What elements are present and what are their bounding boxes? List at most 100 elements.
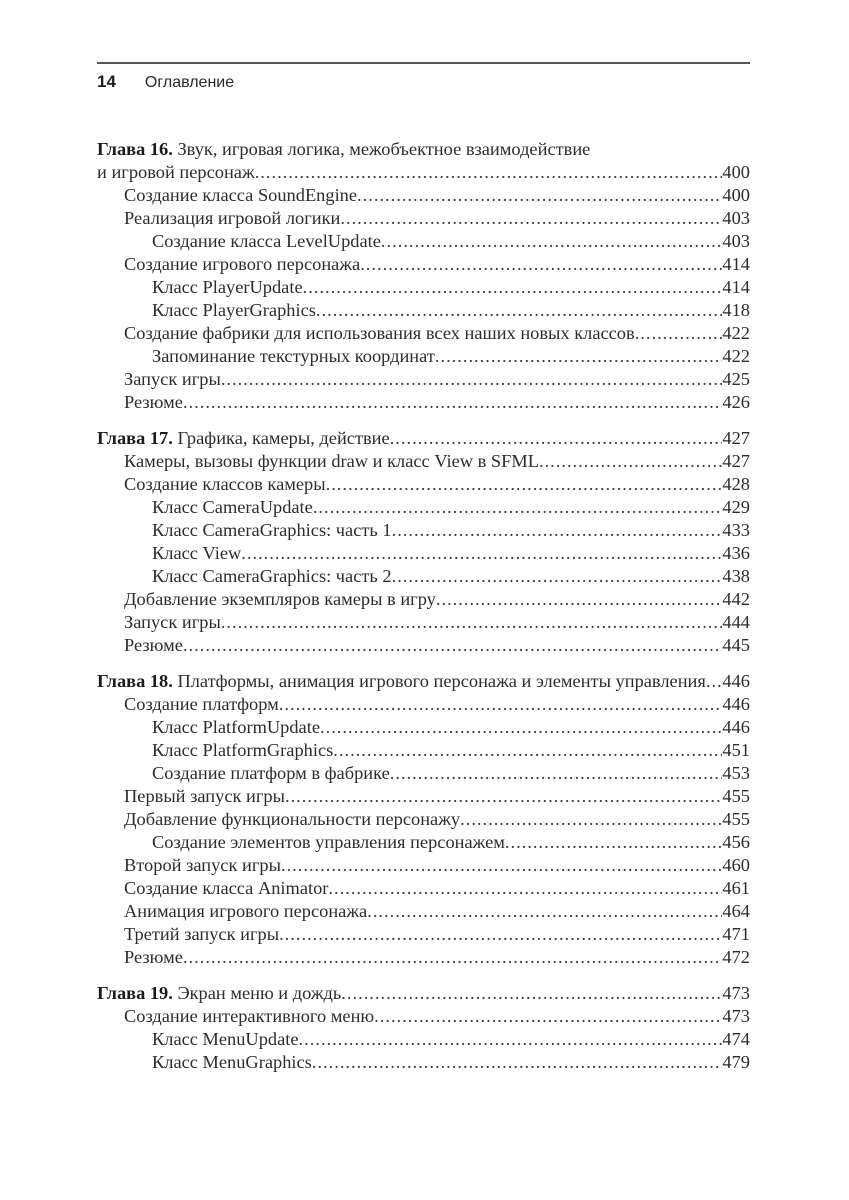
dot-leader: ........................................… bbox=[315, 300, 723, 320]
toc-row-title: Создание игрового персонажа bbox=[124, 253, 360, 276]
page-number-ref: 418 bbox=[722, 300, 750, 320]
toc-row: Класс MenuGraphics .....................… bbox=[97, 1051, 750, 1074]
toc-row: Третий запуск игры .....................… bbox=[97, 923, 750, 946]
toc-row-text: Запуск игры bbox=[124, 612, 221, 632]
toc-row-text: Графика, камеры, действие bbox=[172, 428, 390, 448]
toc-row: Камеры, вызовы функции draw и класс View… bbox=[97, 450, 750, 473]
toc-row-text: Второй запуск игры bbox=[124, 855, 281, 875]
page-number-ref: 473 bbox=[722, 1006, 750, 1026]
dot-leader: ........................................… bbox=[254, 162, 723, 182]
dot-leader: ........................................… bbox=[325, 474, 723, 494]
toc-row: Глава 18. Платформы, анимация игрового п… bbox=[97, 670, 750, 693]
toc-row-text: Резюме bbox=[124, 392, 183, 412]
chapter-label: Глава 17. bbox=[97, 428, 173, 448]
dot-leader: ........................................… bbox=[241, 543, 723, 563]
toc-row-text: Добавление функциональности персонажу bbox=[124, 809, 461, 829]
toc-row-title: Реализация игровой логики bbox=[124, 207, 340, 230]
toc-row-text: и игровой персонаж bbox=[97, 162, 255, 182]
toc-row: Класс PlatformGraphics .................… bbox=[97, 739, 750, 762]
toc-row-text: Создание игрового персонажа bbox=[124, 254, 361, 274]
toc-row-title: Создание платформ bbox=[124, 693, 279, 716]
page-number-ref: 422 bbox=[722, 323, 750, 343]
toc-row: Класс CameraUpdate .....................… bbox=[97, 496, 750, 519]
page-number-ref: 460 bbox=[722, 855, 750, 875]
toc-row-title: Класс PlatformUpdate bbox=[152, 716, 320, 739]
dot-leader: ........................................… bbox=[328, 878, 723, 898]
page-number-ref: 400 bbox=[722, 162, 750, 182]
toc-row-title: Первый запуск игры bbox=[124, 785, 285, 808]
chapter-block: Глава 17. Графика, камеры, действие ....… bbox=[97, 427, 750, 657]
page-number-ref: 426 bbox=[722, 392, 750, 412]
toc-row-title: Создание класса SoundEngine bbox=[124, 184, 357, 207]
page-number-ref: 446 bbox=[722, 671, 750, 691]
toc-row-text: Запуск игры bbox=[124, 369, 221, 389]
toc-row-text: Создание платформ в фабрике bbox=[152, 763, 390, 783]
dot-leader: ........................................… bbox=[460, 809, 722, 829]
dot-leader: ........................................… bbox=[389, 763, 723, 783]
dot-leader: ........................................… bbox=[357, 185, 722, 205]
dot-leader: ........................................… bbox=[634, 323, 723, 343]
page-number-ref: 473 bbox=[722, 983, 750, 1003]
dot-leader: ........................................… bbox=[182, 635, 722, 655]
toc-row-text: Создание элементов управления персонажем bbox=[152, 832, 505, 852]
dot-leader: ........................................… bbox=[182, 392, 722, 412]
page-number-ref: 461 bbox=[722, 878, 750, 898]
toc-row-text: Создание класса Animator bbox=[124, 878, 329, 898]
dot-leader: ........................................… bbox=[220, 369, 723, 389]
page-number-ref: 456 bbox=[722, 832, 750, 852]
toc-row: Класс CameraGraphics: часть 2 ..........… bbox=[97, 565, 750, 588]
dot-leader: ........................................… bbox=[278, 694, 723, 714]
page-number-ref: 464 bbox=[722, 901, 750, 921]
toc-row: и игровой персонаж .....................… bbox=[97, 161, 750, 184]
toc-row-title: Анимация игрового персонажа bbox=[124, 900, 367, 923]
chapter-label: Глава 19. bbox=[97, 983, 173, 1003]
toc-row-title: Класс PlatformGraphics bbox=[152, 739, 333, 762]
page-number-ref: 403 bbox=[722, 231, 750, 251]
toc-row-text: Класс CameraGraphics: часть 1 bbox=[152, 520, 392, 540]
toc-row-text: Экран меню и дождь bbox=[172, 983, 342, 1003]
toc-row-title: Второй запуск игры bbox=[124, 854, 281, 877]
toc-row: Добавление функциональности персонажу ..… bbox=[97, 808, 750, 831]
toc-row: Создание интерактивного меню ...........… bbox=[97, 1005, 750, 1028]
toc-row: Создание класса Animator ...............… bbox=[97, 877, 750, 900]
toc-row-title: Глава 19. Экран меню и дождь bbox=[97, 982, 341, 1005]
dot-leader: ........................................… bbox=[389, 428, 723, 448]
dot-leader: ........................................… bbox=[538, 451, 722, 471]
toc-row: Запоминание текстурных координат .......… bbox=[97, 345, 750, 368]
page-number-ref: 433 bbox=[722, 520, 750, 540]
toc-row-title: Создание платформ в фабрике bbox=[152, 762, 390, 785]
toc-row: Реализация игровой логики ..............… bbox=[97, 207, 750, 230]
toc-row-title: Класс PlayerUpdate bbox=[152, 276, 303, 299]
toc-row-title: Класс PlayerGraphics bbox=[152, 299, 316, 322]
toc-row-title: Запуск игры bbox=[124, 368, 221, 391]
toc-row: Класс View .............................… bbox=[97, 542, 750, 565]
toc-row: Глава 19. Экран меню и дождь ...........… bbox=[97, 982, 750, 1005]
toc-row-title: Класс MenuGraphics bbox=[152, 1051, 312, 1074]
page-number-ref: 479 bbox=[722, 1052, 750, 1072]
dot-leader: ........................................… bbox=[391, 566, 723, 586]
toc-row-title: Резюме bbox=[124, 391, 183, 414]
header-section-title: Оглавление bbox=[144, 74, 235, 91]
toc-row-title: Третий запуск игры bbox=[124, 923, 279, 946]
toc-row: Создание фабрики для использования всех … bbox=[97, 322, 750, 345]
toc-row-title: Резюме bbox=[124, 634, 183, 657]
toc-row-text: Создание платформ bbox=[124, 694, 279, 714]
toc-row-title: Создание элементов управления персонажем bbox=[152, 831, 505, 854]
page-number-ref: 403 bbox=[722, 208, 750, 228]
toc-row: Первый запуск игры .....................… bbox=[97, 785, 750, 808]
dot-leader: ........................................… bbox=[341, 983, 723, 1003]
toc-row: Добавление экземпляров камеры в игру ...… bbox=[97, 588, 750, 611]
toc-row-text: Реализация игровой логики bbox=[124, 208, 341, 228]
dot-leader: ........................................… bbox=[374, 1006, 722, 1026]
toc-row-text: Класс PlayerGraphics bbox=[152, 300, 316, 320]
toc-row-text: Класс PlayerUpdate bbox=[152, 277, 303, 297]
toc-row: Класс PlayerUpdate .....................… bbox=[97, 276, 750, 299]
chapter-label: Глава 16. bbox=[97, 139, 173, 159]
page-number-ref: 455 bbox=[722, 786, 750, 806]
toc-row: Создание платформ ......................… bbox=[97, 693, 750, 716]
toc-row-text: Создание интерактивного меню bbox=[124, 1006, 375, 1026]
toc-row-title: Глава 16. Звук, игровая логика, межобъек… bbox=[97, 138, 590, 161]
chapter-block: Глава 16. Звук, игровая логика, межобъек… bbox=[97, 138, 750, 414]
dot-leader: ........................................… bbox=[367, 901, 722, 921]
dot-leader: ........................................… bbox=[182, 947, 722, 967]
